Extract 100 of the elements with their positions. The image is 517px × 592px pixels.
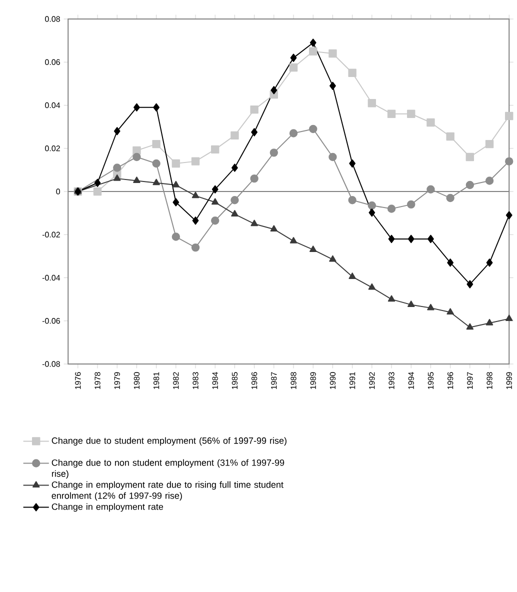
point [348,196,356,204]
x-tick-label: 1987 [271,372,277,389]
point [172,198,180,206]
point [289,63,298,72]
point [152,140,160,148]
point [348,272,356,279]
x-tick-label: 1990 [330,372,336,389]
point [133,103,140,112]
x-tick-label: 1982 [173,372,179,389]
point [231,210,238,216]
point [329,82,336,90]
y-tick-label: 0 [56,188,60,194]
y-tick-label: 0.04 [45,102,60,108]
y-tick-label: -0.02 [42,232,60,238]
point [328,49,337,58]
point [407,300,415,308]
point [309,246,317,252]
point [485,176,494,185]
point [132,146,141,155]
point [211,198,219,205]
legend-label: Change due to student employment (56% of 1997-99 rise) [52,437,286,446]
point [113,174,121,181]
point [328,152,337,162]
point [406,110,416,118]
point [426,185,435,194]
point [427,234,434,244]
x-tick-label: 1986 [251,372,258,389]
point [486,258,493,267]
point [446,132,454,141]
x-tick-label: 1999 [506,372,512,389]
point [210,145,220,154]
x-tick-label: 1984 [212,372,218,389]
point [388,234,395,244]
point [133,176,140,184]
point [447,258,454,267]
point [368,98,376,108]
x-tick-label: 1989 [310,372,316,389]
point [93,187,102,196]
point [466,180,474,190]
point [230,131,239,140]
point [191,157,200,166]
x-tick-label: 1985 [232,372,238,389]
y-tick-label: 0.06 [45,59,60,65]
point [308,124,318,134]
point [368,201,376,210]
legend-label: Change in employment rate due to rising full time student enrolment (12% of 1997-99 rise) [52,481,284,501]
point [446,308,454,315]
point [349,159,356,168]
y-tick-label: -0.06 [42,318,60,324]
point [329,255,336,262]
point [270,86,278,94]
point [270,148,278,157]
x-tick-label: 1976 [75,372,81,389]
x-tick-label: 1981 [153,372,160,389]
point [506,211,512,220]
point [408,234,414,244]
point [210,216,220,225]
point [114,127,120,136]
point [270,225,278,232]
y-tick-label: -0.04 [42,274,60,281]
point [348,68,356,78]
point [152,178,160,186]
point [426,118,435,127]
point [505,314,513,322]
point [387,204,396,213]
point [192,216,199,225]
point [446,194,454,202]
point [308,47,318,56]
point [231,164,238,172]
point [504,157,514,166]
point [112,164,122,172]
point [388,295,396,302]
point [504,112,514,120]
x-tick-label: 1978 [94,372,100,389]
point [250,105,258,114]
point [250,220,258,226]
point [132,152,141,162]
point [368,283,376,290]
x-tick-label: 1992 [369,372,375,389]
point [289,129,298,138]
point [251,128,258,136]
legend-label: Change in employment rate [52,503,164,512]
y-tick-label: -0.08 [42,361,60,367]
x-tick-label: 1983 [192,372,198,389]
point [230,196,239,204]
point [152,159,160,168]
y-tick-label: 0.02 [45,146,60,152]
x-tick-label: 1994 [408,372,414,389]
point [192,192,200,198]
legend-label: Change due to non student employment (31% of 1997-99 rise) [52,459,284,479]
x-tick-label: 1996 [447,372,454,389]
x-tick-label: 1991 [349,372,356,389]
point [290,54,297,62]
x-tick-label: 1995 [428,372,434,389]
x-tick-label: 1988 [290,372,296,389]
point [94,178,101,187]
point [250,174,258,183]
x-tick-label: 1980 [134,372,140,389]
x-tick-label: 1993 [388,372,394,389]
point [387,110,396,118]
